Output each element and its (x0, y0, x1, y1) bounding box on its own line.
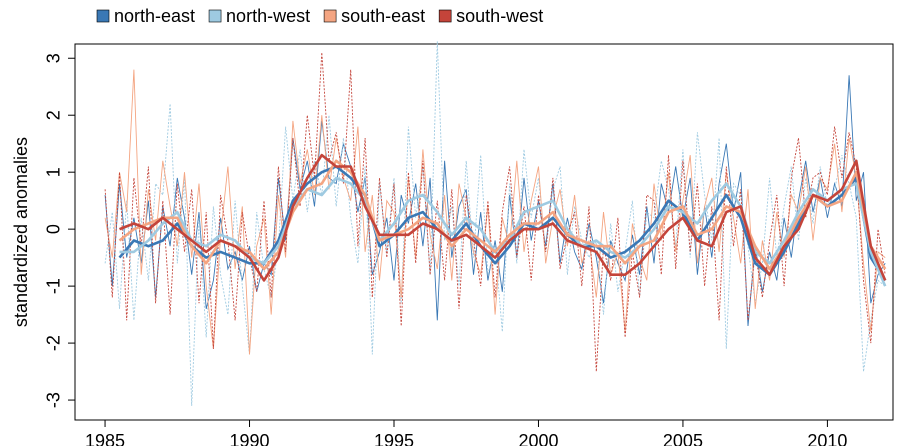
y-tick-label: 2 (44, 110, 64, 120)
legend-swatch (438, 9, 452, 23)
y-tick-label: -2 (44, 335, 64, 351)
x-tick-label: 2000 (518, 431, 558, 446)
x-tick-label: 2005 (663, 431, 703, 446)
legend-label: north-west (226, 6, 310, 26)
legend-swatch (323, 9, 337, 23)
legend-swatch (208, 9, 222, 23)
y-axis-title: standardized anomalies (11, 137, 31, 327)
y-tick-label: 0 (44, 224, 64, 234)
raw-line (104, 75, 886, 327)
x-tick-label: 1995 (374, 431, 414, 446)
y-tick-label: -3 (44, 392, 64, 408)
y-tick-label: -1 (44, 278, 64, 294)
smoothed-line (118, 159, 887, 271)
y-tick-label: 3 (44, 53, 64, 63)
legend-swatch (96, 9, 110, 23)
raw-line (104, 69, 886, 355)
legend-label: south-west (456, 6, 543, 26)
x-tick-label: 1985 (85, 431, 125, 446)
x-tick-label: 1990 (229, 431, 269, 446)
smoothed-line (119, 153, 887, 282)
y-tick-label: 1 (44, 167, 64, 177)
x-tick-label: 2010 (807, 431, 847, 446)
legend-label: north-east (114, 6, 195, 26)
plot-frame (74, 43, 894, 421)
legend-label: south-east (341, 6, 425, 26)
smoothed-line (118, 165, 887, 282)
raw-line (104, 52, 886, 372)
